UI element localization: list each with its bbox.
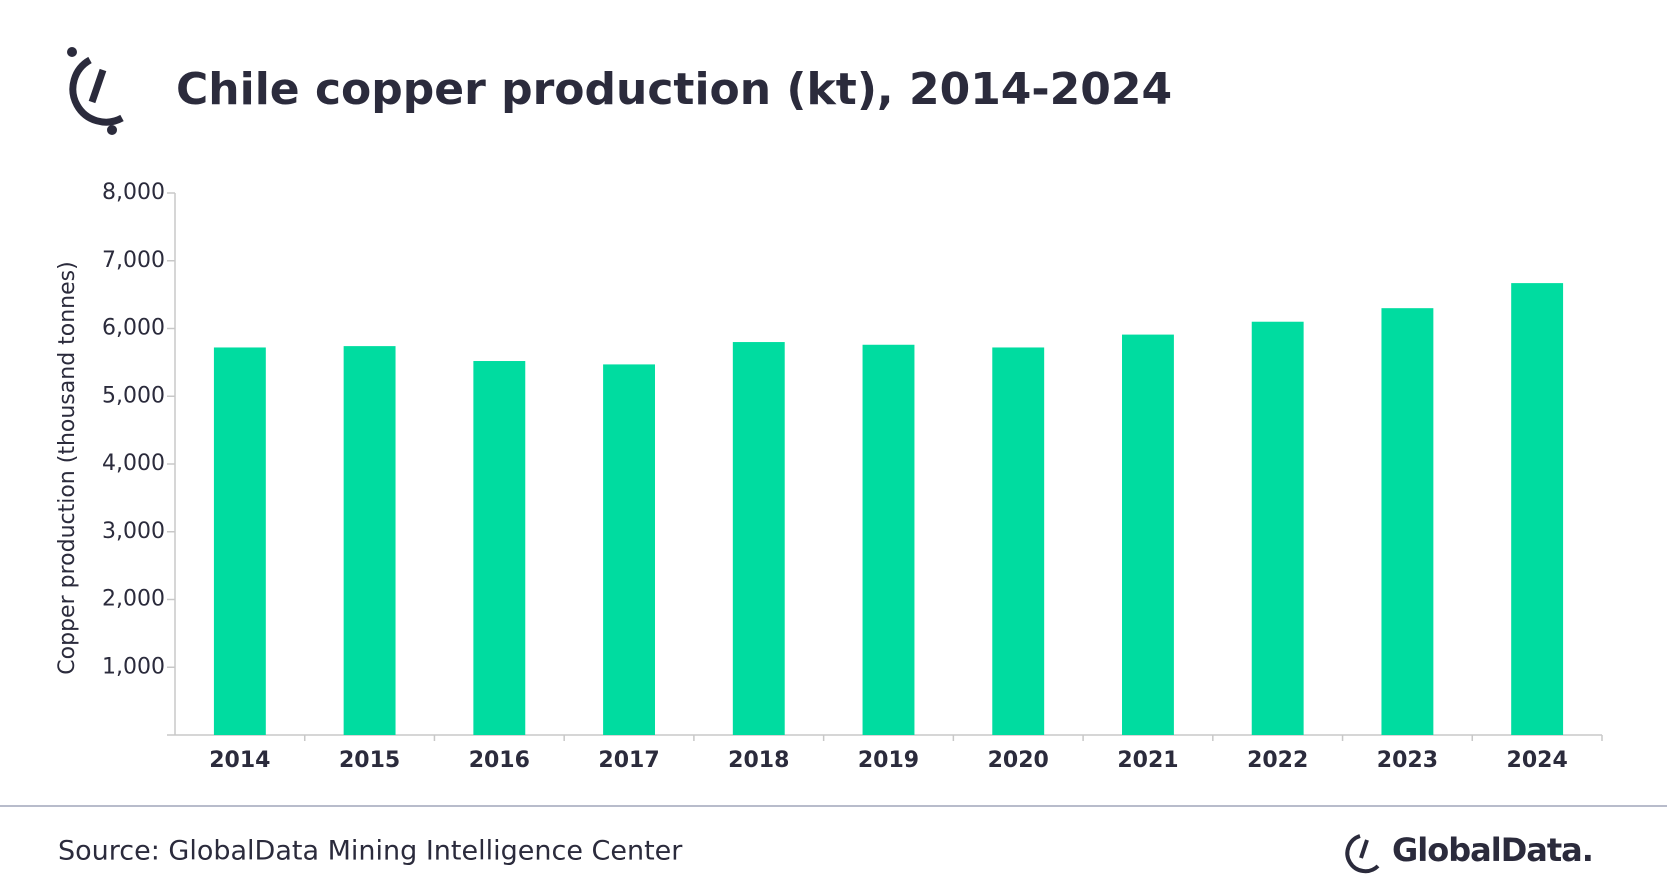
source: Source: GlobalData Mining Intelligence C… [58, 836, 683, 867]
footer-logo [1345, 834, 1380, 874]
y-tick-label: 2,000 [102, 587, 165, 612]
x-tick-label: 2022 [1247, 748, 1308, 773]
y-tick-label: 3,000 [102, 519, 165, 544]
y-axis-label: Copper production (thousand tonnes) [55, 261, 80, 674]
bar [1251, 321, 1304, 735]
y-tick-label: 1,000 [102, 654, 165, 679]
bar [1511, 283, 1564, 735]
bar [603, 364, 655, 735]
chart-title: Chile copper production (kt), 2014-2024 [176, 64, 1172, 115]
x-tick-label: 2019 [858, 748, 919, 773]
x-tick-label: 2015 [339, 748, 400, 773]
bar [343, 346, 396, 735]
header-logo [67, 47, 124, 135]
bar [862, 344, 915, 735]
x-tick-label: 2018 [728, 748, 789, 773]
x-tick-label: 2014 [209, 748, 270, 773]
bar [732, 342, 785, 735]
bar [1381, 308, 1434, 735]
x-tick-label: 2016 [469, 748, 530, 773]
y-tick-label: 4,000 [102, 451, 165, 476]
bar [473, 361, 526, 735]
x-tick-label: 2017 [598, 748, 659, 773]
y-tick-label: 7,000 [102, 248, 165, 273]
y-tick-label: 8,000 [102, 180, 165, 205]
y-tick-label: 5,000 [102, 383, 165, 408]
y-tick-label: 6,000 [102, 316, 165, 341]
x-tick-label: 2024 [1507, 748, 1568, 773]
x-tick-label: 2020 [988, 748, 1049, 773]
x-tick-label: 2021 [1117, 748, 1178, 773]
bar [992, 347, 1045, 735]
bar [1122, 334, 1174, 735]
brand: GlobalData. [1392, 831, 1593, 869]
bar [213, 347, 266, 735]
x-tick-label: 2023 [1377, 748, 1438, 773]
